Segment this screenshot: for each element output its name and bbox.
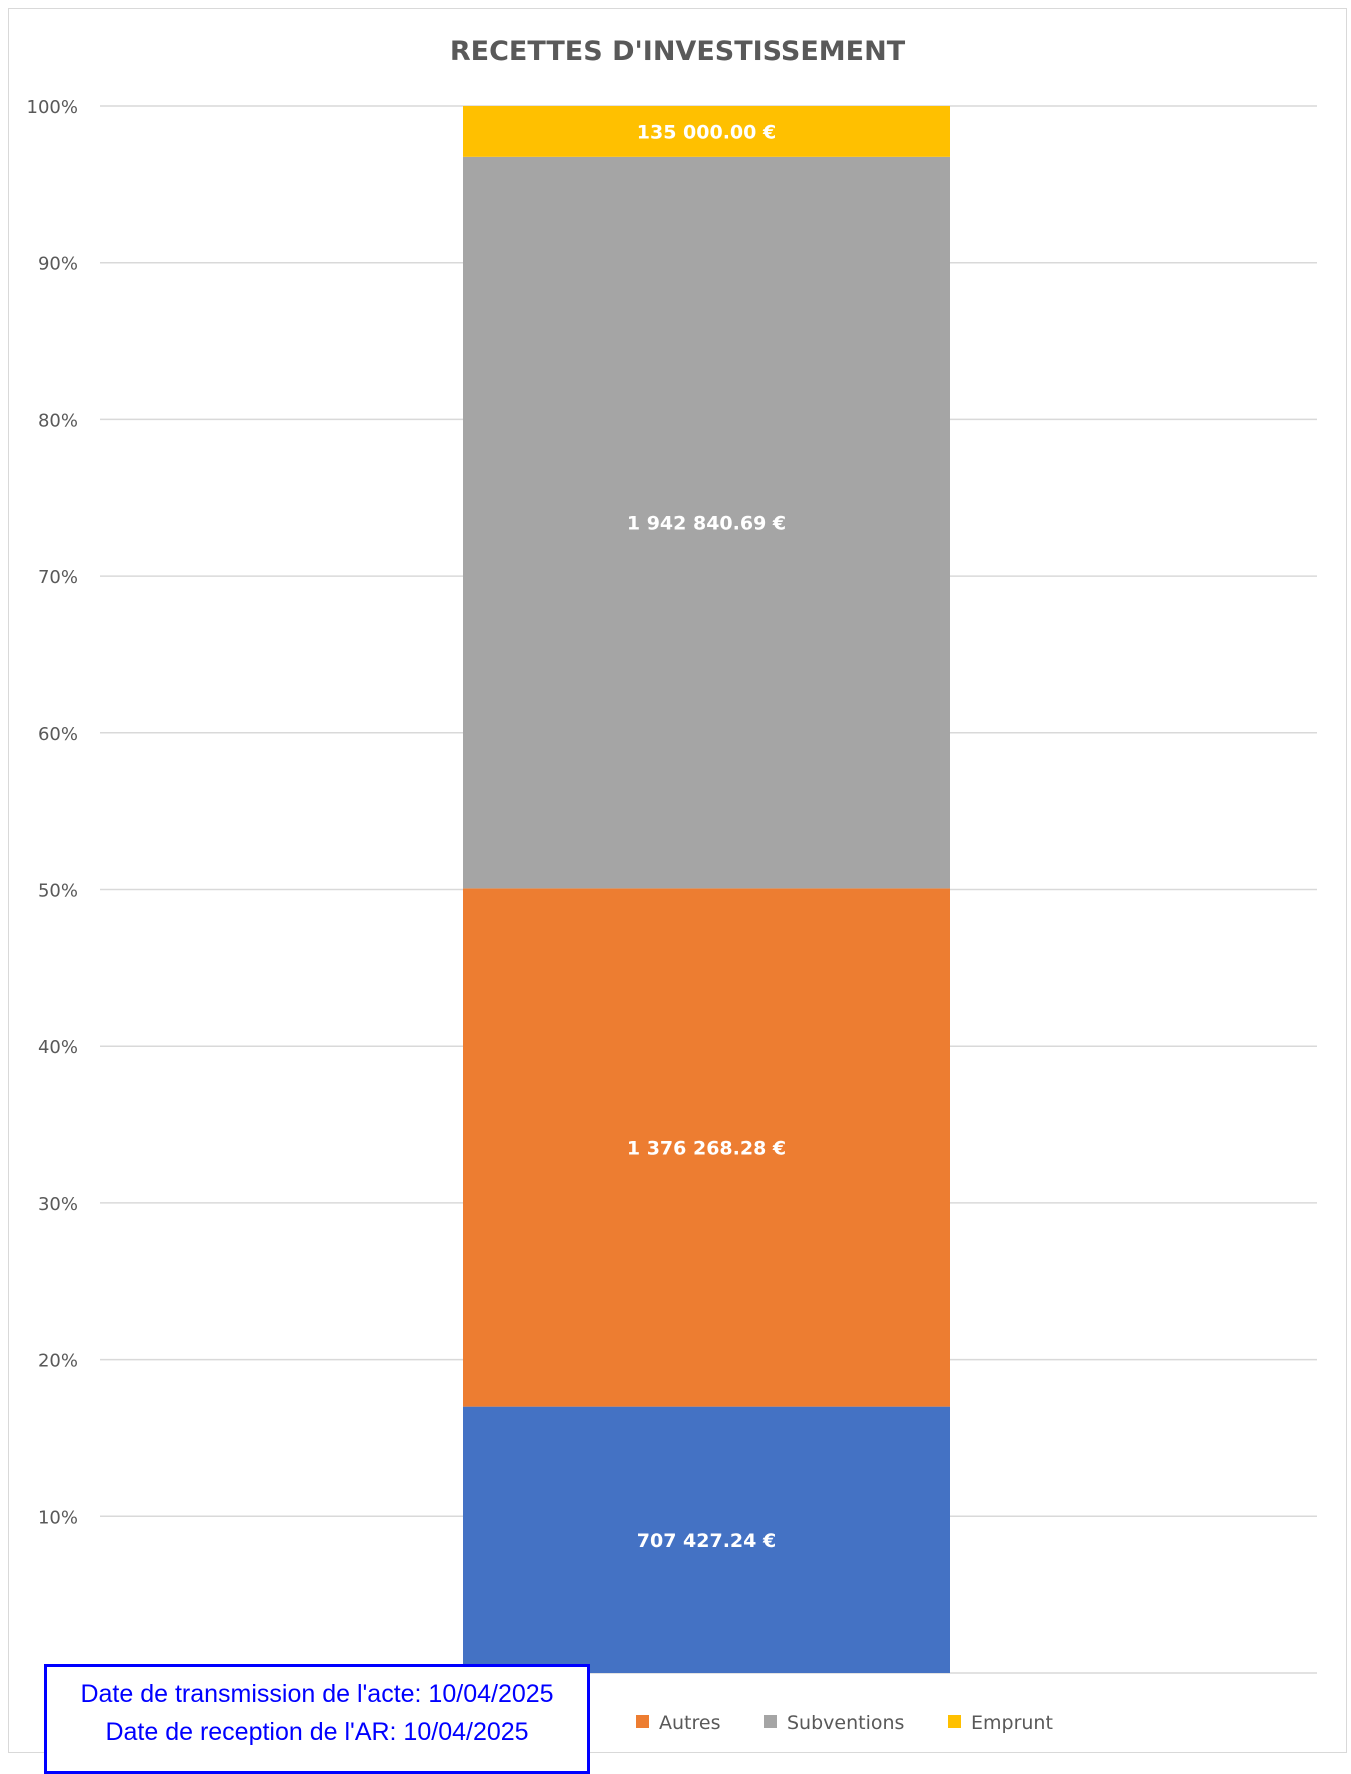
bar-segment xyxy=(463,888,950,1407)
data-labels: 707 427.24 € 1 376 268.28 € 1 942 840.69 €… xyxy=(627,121,786,1551)
legend: Autres Subventions Emprunt xyxy=(636,1712,1053,1734)
bar-segment xyxy=(463,156,950,889)
transmission-stamp: Date de transmission de l'acte: 10/04/20… xyxy=(44,1664,590,1774)
y-tick-label: 70% xyxy=(38,567,78,588)
y-tick-label: 90% xyxy=(38,254,78,275)
bar-segment xyxy=(463,106,950,157)
y-tick-label: 20% xyxy=(38,1351,78,1372)
data-label: 1 376 268.28 € xyxy=(627,1138,786,1160)
y-tick-label: 40% xyxy=(38,1037,78,1058)
legend-swatch xyxy=(636,1715,649,1728)
data-label: 1 942 840.69 € xyxy=(627,513,786,535)
stacked-bar xyxy=(463,106,950,1673)
y-tick-label: 50% xyxy=(38,881,78,902)
legend-label: Subventions xyxy=(787,1712,904,1734)
bar-segment xyxy=(463,1406,950,1673)
y-axis-ticks: 0%10%20%30%40%50%60%70%80%90%100% xyxy=(27,97,78,1685)
y-tick-label: 80% xyxy=(38,410,78,431)
y-tick-label: 10% xyxy=(38,1507,78,1528)
legend-label: Autres xyxy=(659,1712,720,1734)
legend-swatch xyxy=(764,1715,777,1728)
y-tick-label: 100% xyxy=(27,97,78,118)
legend-swatch xyxy=(948,1715,961,1728)
stamp-line-transmission: Date de transmission de l'acte: 10/04/20… xyxy=(80,1680,554,1708)
chart-title: RECETTES D'INVESTISSEMENT xyxy=(449,36,906,67)
legend-label: Emprunt xyxy=(971,1712,1053,1734)
stamp-line-reception: Date de reception de l'AR: 10/04/2025 xyxy=(105,1718,529,1746)
data-label: 707 427.24 € xyxy=(637,1530,776,1552)
y-tick-label: 30% xyxy=(38,1194,78,1215)
data-label: 135 000.00 € xyxy=(637,121,776,143)
y-tick-label: 60% xyxy=(38,724,78,745)
